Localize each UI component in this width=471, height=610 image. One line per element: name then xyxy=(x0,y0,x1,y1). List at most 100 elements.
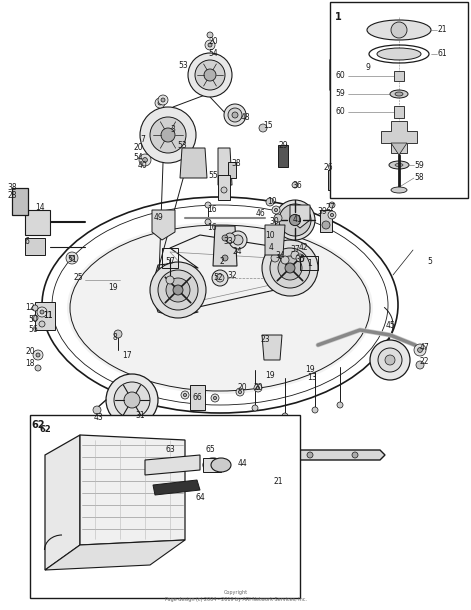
Ellipse shape xyxy=(203,458,223,472)
Text: 55: 55 xyxy=(208,171,218,179)
Circle shape xyxy=(329,202,335,208)
Bar xyxy=(278,145,288,167)
Circle shape xyxy=(271,254,279,262)
Text: 9: 9 xyxy=(365,63,370,73)
Text: 66: 66 xyxy=(192,393,202,403)
Polygon shape xyxy=(290,205,310,228)
Text: 23: 23 xyxy=(260,336,270,345)
Text: 24: 24 xyxy=(232,248,242,256)
Ellipse shape xyxy=(211,458,231,472)
Polygon shape xyxy=(190,385,205,410)
Text: 20: 20 xyxy=(25,348,35,356)
Polygon shape xyxy=(265,225,285,255)
Text: 46: 46 xyxy=(255,209,265,218)
Circle shape xyxy=(378,348,402,372)
Circle shape xyxy=(216,274,224,282)
Text: 28: 28 xyxy=(7,190,17,199)
Circle shape xyxy=(275,476,285,486)
Circle shape xyxy=(181,391,189,399)
Polygon shape xyxy=(180,148,207,178)
Polygon shape xyxy=(381,121,417,153)
Text: 59: 59 xyxy=(414,160,424,170)
Text: 17: 17 xyxy=(122,351,132,359)
Circle shape xyxy=(256,386,260,390)
Text: 11: 11 xyxy=(43,310,53,320)
Circle shape xyxy=(150,262,206,318)
Text: 38: 38 xyxy=(7,184,17,193)
Circle shape xyxy=(166,276,174,284)
Circle shape xyxy=(195,60,225,90)
Polygon shape xyxy=(330,45,400,105)
Circle shape xyxy=(212,270,228,286)
Text: 65: 65 xyxy=(205,445,215,454)
Polygon shape xyxy=(218,175,230,200)
Circle shape xyxy=(224,104,246,126)
Bar xyxy=(330,2,468,198)
Circle shape xyxy=(418,348,422,353)
Circle shape xyxy=(39,321,45,327)
Circle shape xyxy=(259,124,267,132)
Text: 21: 21 xyxy=(437,26,447,35)
Text: 62: 62 xyxy=(31,420,45,430)
Circle shape xyxy=(32,305,38,311)
Circle shape xyxy=(278,479,282,483)
Circle shape xyxy=(238,390,242,393)
Circle shape xyxy=(106,374,158,426)
Text: 22: 22 xyxy=(419,357,429,367)
Circle shape xyxy=(252,405,258,411)
Text: 48: 48 xyxy=(240,113,250,123)
Polygon shape xyxy=(391,143,407,155)
Circle shape xyxy=(213,396,217,400)
Circle shape xyxy=(279,204,311,236)
Polygon shape xyxy=(185,450,385,460)
Circle shape xyxy=(291,251,299,259)
Circle shape xyxy=(278,256,302,280)
Text: 53: 53 xyxy=(177,140,187,149)
Circle shape xyxy=(221,187,227,193)
Circle shape xyxy=(352,452,358,458)
Polygon shape xyxy=(45,540,185,570)
Circle shape xyxy=(36,353,40,357)
Text: 29: 29 xyxy=(278,140,288,149)
Polygon shape xyxy=(25,210,50,235)
Circle shape xyxy=(207,32,213,38)
Circle shape xyxy=(272,206,280,214)
Text: 64: 64 xyxy=(195,492,205,501)
Circle shape xyxy=(416,361,424,369)
Circle shape xyxy=(275,209,277,212)
Ellipse shape xyxy=(389,161,409,169)
Text: 54: 54 xyxy=(133,154,143,162)
Text: 13: 13 xyxy=(307,373,317,382)
Circle shape xyxy=(229,231,247,249)
Text: 5: 5 xyxy=(428,257,432,267)
Ellipse shape xyxy=(67,222,373,394)
Text: 39: 39 xyxy=(317,207,327,217)
Polygon shape xyxy=(152,210,175,240)
Circle shape xyxy=(211,394,219,402)
Text: 10: 10 xyxy=(267,198,277,207)
Circle shape xyxy=(222,235,228,241)
Text: 52: 52 xyxy=(213,273,223,282)
Circle shape xyxy=(161,98,165,102)
Ellipse shape xyxy=(367,20,431,40)
Circle shape xyxy=(370,340,410,380)
Text: 32: 32 xyxy=(227,270,237,279)
Circle shape xyxy=(40,310,44,314)
Circle shape xyxy=(296,254,304,262)
Circle shape xyxy=(143,157,147,162)
Circle shape xyxy=(205,219,211,225)
Text: 54: 54 xyxy=(208,49,218,57)
Polygon shape xyxy=(218,148,232,185)
Text: 1: 1 xyxy=(335,12,342,22)
Circle shape xyxy=(330,214,333,217)
Polygon shape xyxy=(213,226,237,266)
Text: 51: 51 xyxy=(67,256,77,265)
Text: 19: 19 xyxy=(305,365,315,375)
Circle shape xyxy=(150,117,186,153)
Text: 58: 58 xyxy=(414,173,423,182)
Circle shape xyxy=(233,235,243,245)
Ellipse shape xyxy=(395,163,403,167)
Text: Copyright
Page design (c) 2004 - 2019 by ARI Network Services, Inc.: Copyright Page design (c) 2004 - 2019 by… xyxy=(164,590,307,602)
Circle shape xyxy=(281,256,289,264)
Text: 34: 34 xyxy=(275,251,285,259)
